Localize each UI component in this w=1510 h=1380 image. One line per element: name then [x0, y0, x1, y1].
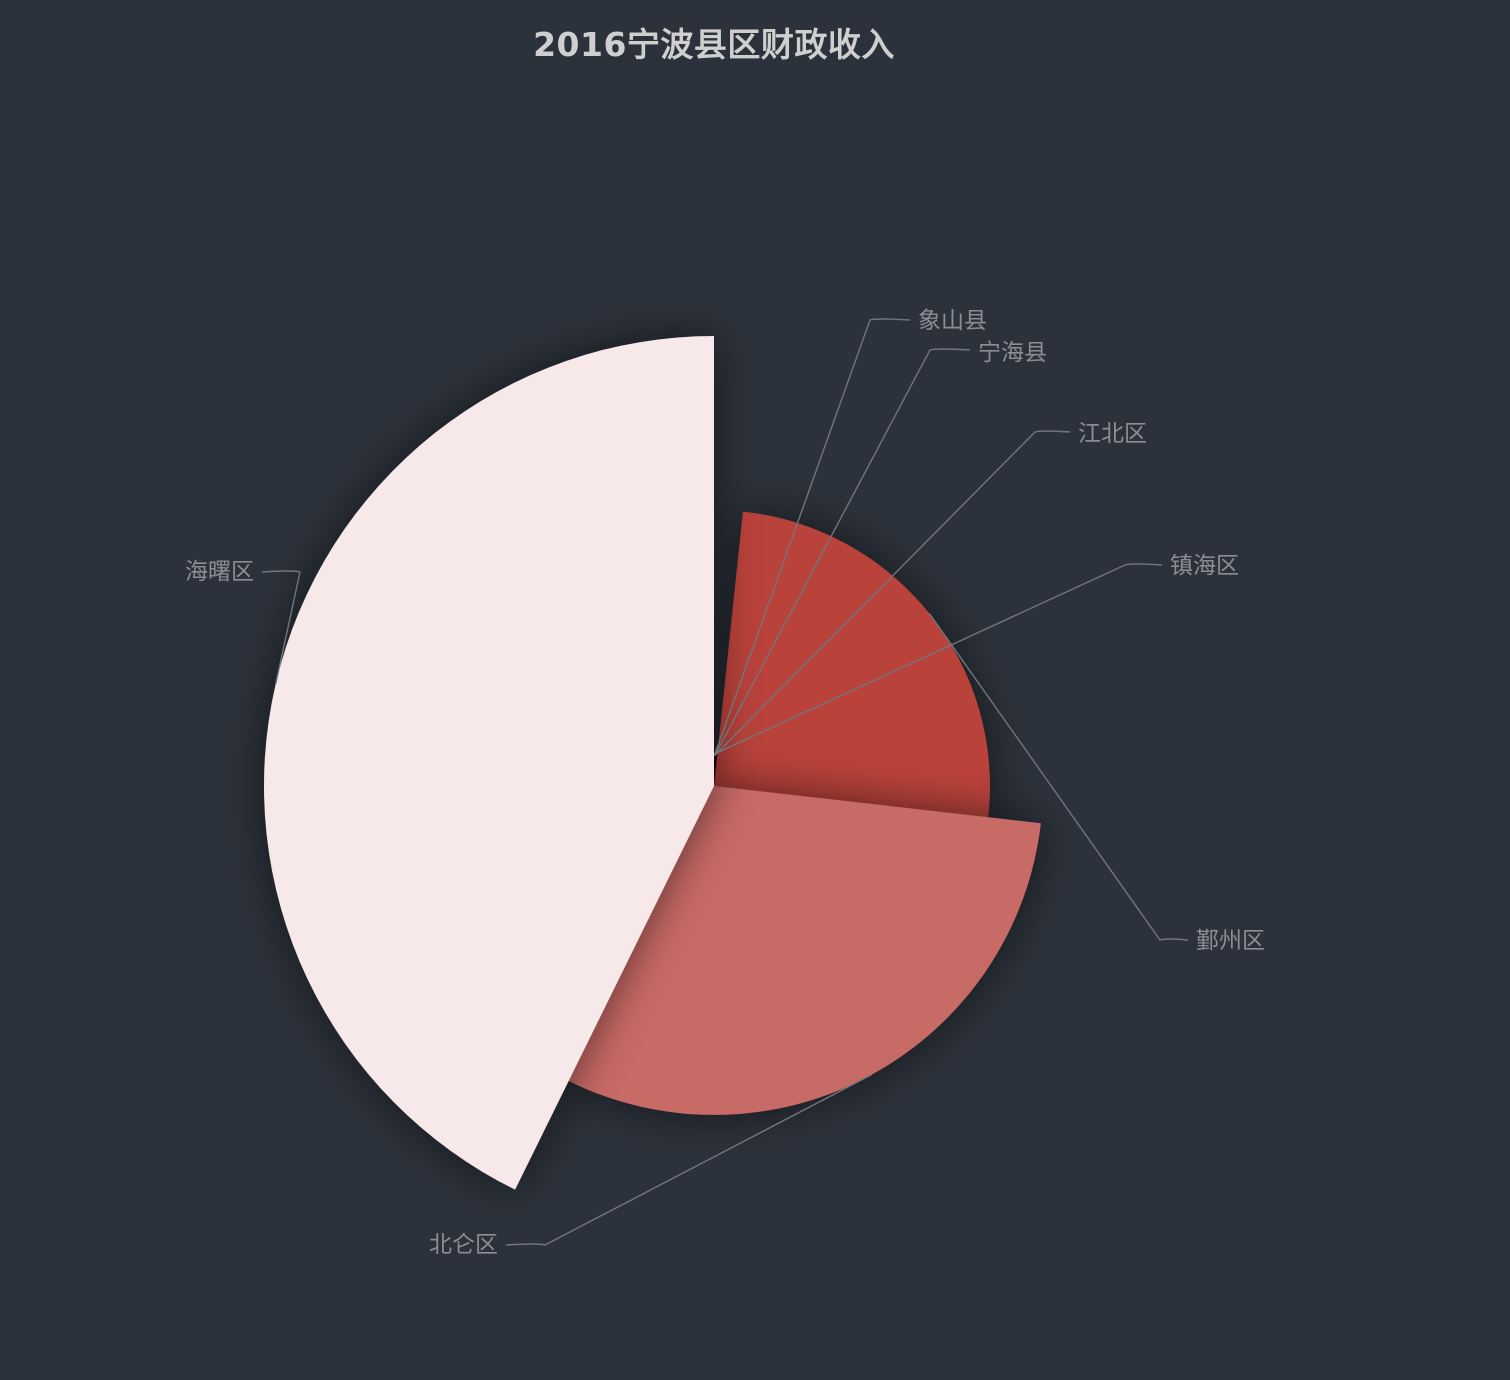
pie-slice-5[interactable] [714, 511, 990, 818]
leader-line-7 [261, 570, 301, 685]
pie-slice-6[interactable] [568, 786, 1041, 1115]
leader-line-3 [715, 430, 1071, 756]
leaders-group [261, 318, 1189, 1246]
slice-label-3: 江北区 [1078, 421, 1147, 447]
slice-label-7: 海曙区 [185, 559, 254, 585]
slice-label-1: 象山县 [918, 308, 987, 334]
slice-label-4: 镇海区 [1170, 553, 1239, 579]
pie-slice-7[interactable] [264, 336, 714, 1190]
slice-label-2: 宁海县 [978, 340, 1047, 366]
leader-line-2 [714, 348, 971, 756]
leader-line-5 [928, 612, 1189, 941]
leader-line-1 [713, 318, 911, 757]
slice-label-5: 鄞州区 [1196, 928, 1265, 954]
pie-slice-3[interactable] [714, 754, 717, 786]
slices-group [264, 336, 1041, 1190]
pie-slice-4[interactable] [714, 752, 718, 786]
chart-title: 2016宁波县区财政收入 [533, 25, 895, 64]
leader-line-6 [505, 1074, 872, 1246]
pie-slice-2[interactable] [714, 755, 716, 786]
leader-line-4 [716, 563, 1163, 754]
slice-label-6: 北仑区 [429, 1232, 498, 1258]
pie-slice-1[interactable] [714, 756, 715, 786]
